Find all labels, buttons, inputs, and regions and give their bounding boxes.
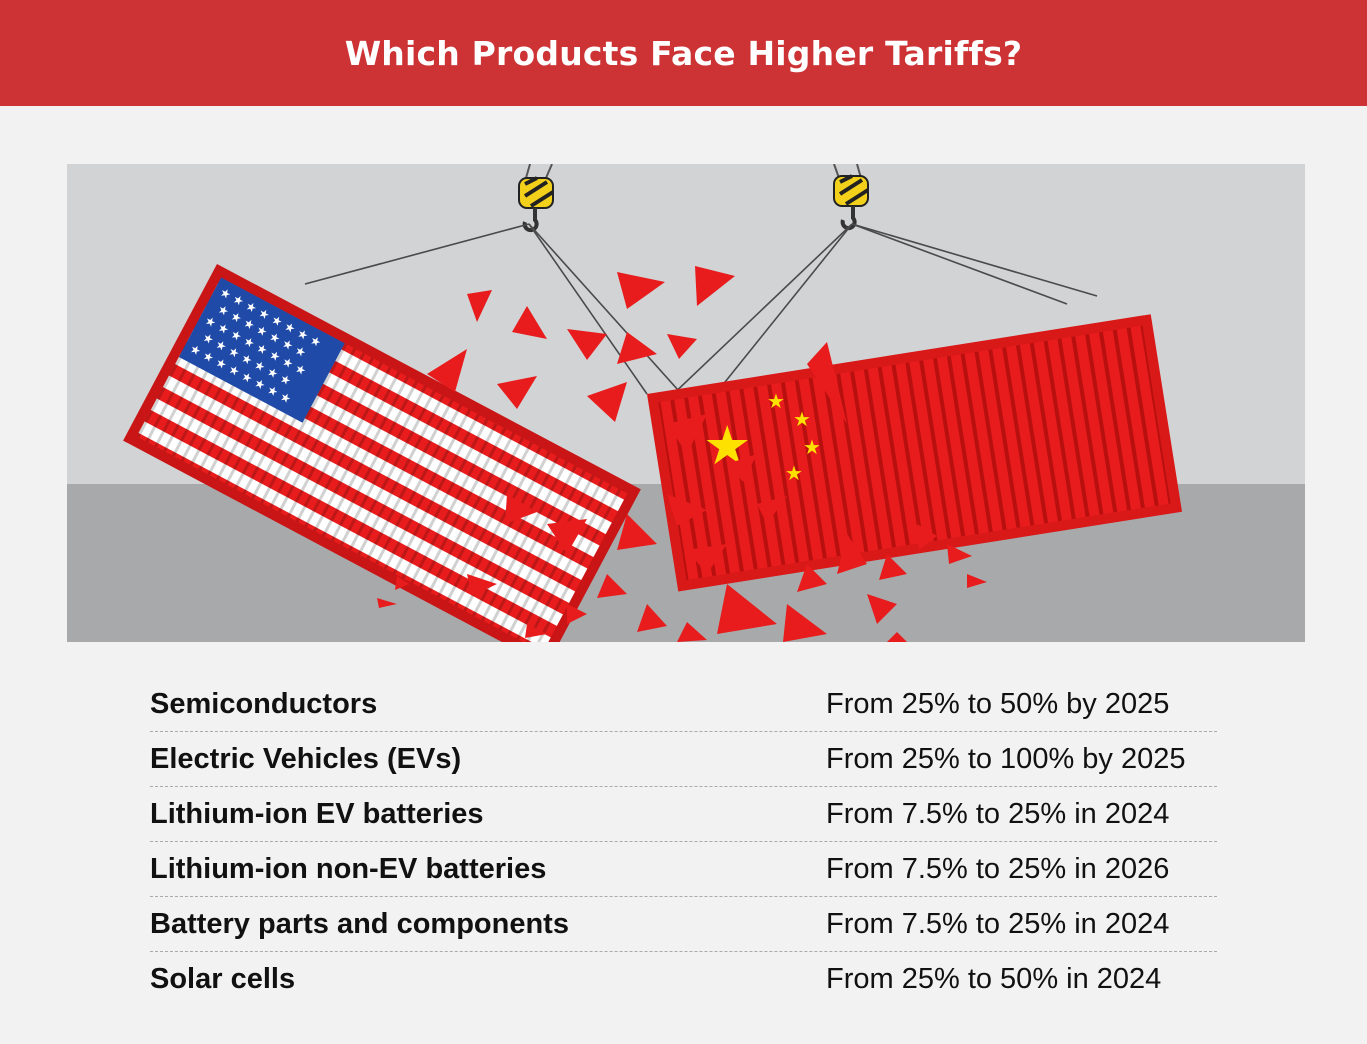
svg-text:★: ★: [785, 461, 803, 485]
product-name: Semiconductors: [150, 687, 378, 720]
tariff-change: From 25% to 50% by 2025: [826, 687, 1170, 720]
tariff-change: From 25% to 50% in 2024: [826, 963, 1162, 995]
tariff-change: From 7.5% to 25% in 2024: [826, 797, 1170, 830]
china-flag-stars: ★ ★ ★ ★ ★: [703, 389, 821, 485]
product-name: Solar cells: [150, 963, 296, 995]
tariff-change: From 7.5% to 25% in 2026: [826, 852, 1170, 885]
china-flag-container: [647, 314, 1183, 592]
svg-text:★: ★: [803, 435, 821, 459]
debris-shards: [377, 266, 987, 642]
product-name: Lithium-ion non-EV batteries: [150, 852, 547, 885]
svg-text:★: ★: [767, 389, 785, 413]
table-row: Electric Vehicles (EVs) From 25% to 100%…: [150, 732, 1217, 787]
product-name: Battery parts and components: [150, 907, 569, 940]
left-crane-hook-icon: [518, 164, 555, 233]
crane-cables: [304, 223, 1098, 401]
svg-text:★: ★: [793, 407, 811, 431]
right-crane-hook-icon: [833, 164, 870, 231]
product-name: Lithium-ion EV batteries: [150, 797, 484, 830]
us-flag-container: ★ ★ ★ ★ ★ ★ ★ ★ ★ ★ ★ ★ ★ ★ ★ ★ ★ ★ ★ ★ …: [123, 264, 641, 642]
trade-war-illustration: ★ ★ ★ ★ ★ ★ ★ ★ ★ ★ ★ ★ ★ ★ ★ ★ ★ ★ ★ ★ …: [67, 164, 1305, 642]
table-row: Semiconductors From 25% to 50% by 2025: [150, 677, 1217, 732]
table-row: Lithium-ion EV batteries From 7.5% to 25…: [150, 787, 1217, 842]
table-row: Solar cells From 25% to 50% in 2024: [150, 952, 1217, 1007]
table-row: Battery parts and components From 7.5% t…: [150, 897, 1217, 952]
product-name: Electric Vehicles (EVs): [150, 742, 462, 775]
page-title: Which Products Face Higher Tariffs?: [344, 33, 1023, 73]
title-banner: Which Products Face Higher Tariffs?: [0, 0, 1367, 106]
tariffs-table: Semiconductors From 25% to 50% by 2025 E…: [150, 677, 1217, 1007]
table-row: Lithium-ion non-EV batteries From 7.5% t…: [150, 842, 1217, 897]
tariff-change: From 7.5% to 25% in 2024: [826, 907, 1170, 940]
tariff-change: From 25% to 100% by 2025: [826, 742, 1186, 775]
